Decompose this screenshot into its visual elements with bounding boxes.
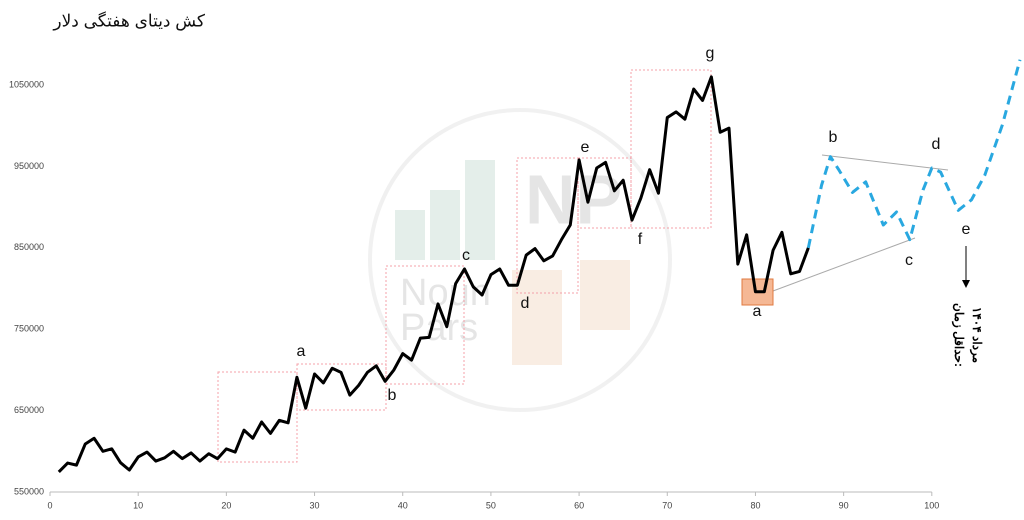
y-tick-label: 550000 [14, 486, 44, 496]
trend-line [821, 154, 949, 171]
y-tick-label: 650000 [14, 405, 44, 415]
chart-title: کش دیتای هفتگی دلار [52, 10, 205, 31]
wave-label: a [297, 343, 306, 360]
wave-label: d [932, 136, 941, 153]
note-line: مرداد ۱۴۰۴ [969, 307, 984, 363]
watermark-text: Noun [400, 272, 491, 314]
wave-box [630, 69, 712, 229]
series-line [57, 75, 810, 474]
x-tick-label: 30 [310, 500, 320, 510]
watermark-text: Pars [400, 307, 478, 349]
wave-label: g [706, 45, 715, 62]
y-tick-label: 850000 [14, 242, 44, 252]
wave-box [217, 371, 298, 463]
wave-label: e [962, 221, 971, 238]
x-tick-label: 90 [839, 500, 849, 510]
x-tick-label: 10 [133, 500, 143, 510]
trend-line [772, 237, 916, 292]
y-tick-label: 750000 [14, 324, 44, 334]
y-tick-label: 950000 [14, 161, 44, 171]
watermark-ring [368, 108, 672, 412]
wave-label: e [581, 139, 590, 156]
watermark-block [465, 160, 495, 260]
wave-label: c [905, 252, 913, 269]
note-line: حداقل زمان: [951, 303, 966, 367]
watermark-block [580, 260, 630, 330]
watermark-block [430, 190, 460, 260]
x-tick-label: 0 [47, 500, 52, 510]
wave-boxes [217, 69, 712, 463]
x-tick-label: 40 [398, 500, 408, 510]
series-line [806, 59, 1022, 249]
x-tick-label: 80 [750, 500, 760, 510]
watermark: NP Noun Pars [368, 108, 672, 412]
wave-label: a [753, 303, 762, 320]
x-tick-label: 20 [221, 500, 231, 510]
x-tick-label: 100 [924, 500, 939, 510]
x-tick-label: 50 [486, 500, 496, 510]
x-tick-label: 60 [574, 500, 584, 510]
watermark-block [512, 270, 562, 365]
wave-label: f [638, 231, 643, 248]
wave-label: b [388, 387, 397, 404]
wave-label: d [521, 295, 530, 312]
watermark-block [395, 210, 425, 260]
wave-box [385, 265, 465, 385]
wave-label: c [462, 247, 470, 264]
wave-label: b [829, 129, 838, 146]
x-tick-label: 70 [662, 500, 672, 510]
y-tick-label: 1050000 [9, 79, 44, 89]
wave-box [296, 363, 387, 411]
arrow-head [962, 280, 970, 288]
note: حداقل زمان: مرداد ۱۴۰۴ [951, 303, 984, 367]
wave-box [516, 157, 579, 294]
